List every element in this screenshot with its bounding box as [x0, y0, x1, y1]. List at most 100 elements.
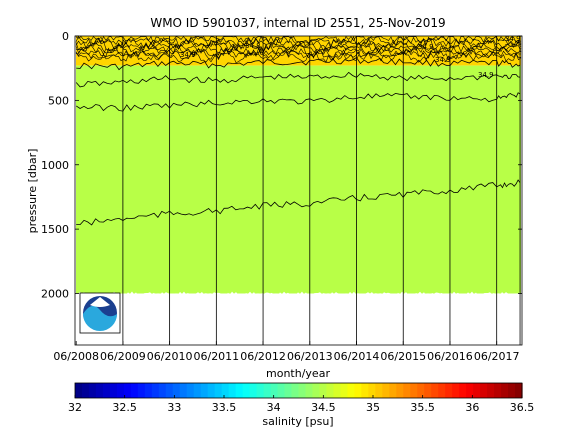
colorbar-swatch: [186, 383, 195, 398]
surface-contour: [75, 37, 522, 50]
x-tick-label: 06/2012: [240, 350, 286, 363]
colorbar-swatch: [75, 383, 83, 398]
colorbar-swatch: [340, 383, 348, 398]
colorbar-swatch: [151, 383, 160, 398]
x-tick-label: 06/2008: [53, 350, 99, 363]
colorbar-swatch: [473, 383, 481, 398]
y-axis-ticks: 0 500 1000 1500 2000: [41, 30, 522, 301]
colorbar-swatch: [249, 383, 258, 398]
colorbar-swatch: [221, 383, 230, 398]
salinity-region: [76, 65, 521, 294]
colorbar-tick-label: 36: [465, 401, 479, 414]
colorbar-swatch: [403, 383, 411, 398]
x-tick-label: 06/2010: [147, 350, 193, 363]
x-tick-label: 06/2013: [287, 350, 333, 363]
colorbar-swatch: [277, 383, 286, 398]
colorbar-swatch: [417, 383, 425, 398]
profile-bottom-edge: [76, 291, 521, 298]
colorbar-swatch: [284, 383, 293, 398]
colorbar-swatch: [466, 383, 474, 398]
colorbar-swatch: [347, 383, 355, 398]
colorbar-swatch: [445, 383, 453, 398]
chart-title: WMO ID 5901037, internal ID 2551, 25-Nov…: [150, 16, 445, 30]
colorbar-swatch: [179, 383, 188, 398]
colorbar-tick-label: 35.5: [410, 401, 435, 414]
colorbar-swatch: [501, 383, 509, 398]
colorbar-label: salinity [psu]: [262, 415, 333, 428]
contour-label: 34.9: [478, 71, 494, 79]
colorbar-tick-label: 36.5: [510, 401, 535, 414]
colorbar-swatch: [480, 383, 488, 398]
colorbar-swatch: [88, 383, 97, 398]
contour-label: 34.9: [505, 35, 521, 43]
colorbar-swatch: [333, 383, 341, 398]
colorbar-swatch: [494, 383, 502, 398]
colorbar-swatch: [424, 383, 432, 398]
colorbar-swatch: [193, 383, 202, 398]
colorbar-swatch: [312, 383, 321, 398]
colorbar-swatch: [81, 383, 90, 398]
y-tick-label: 2000: [41, 288, 69, 301]
colorbar-swatch: [270, 383, 279, 398]
axes-frame: [74, 35, 523, 346]
colorbar-swatch: [228, 383, 237, 398]
x-tick-label: 06/2014: [334, 350, 380, 363]
colorbar-swatch: [410, 383, 418, 398]
colorbar-swatch: [368, 383, 376, 398]
colorbar-swatch: [207, 383, 216, 398]
logo-bird: [90, 297, 110, 307]
colorbar-swatch: [319, 383, 328, 398]
colorbar-swatch: [431, 383, 439, 398]
colorbar-swatch: [200, 383, 209, 398]
colorbar-tick-label: 33.5: [212, 401, 237, 414]
colorbar-swatch: [256, 383, 265, 398]
colorbar-swatch: [130, 383, 139, 398]
x-tick-label: 06/2011: [193, 350, 239, 363]
contour-label: 34.9: [435, 56, 451, 64]
colorbar: 32 32.5 33 33.5 34 34.5 35 35.5 36 36.5: [68, 382, 535, 414]
x-axis-ticks: 06/2008 06/2009 06/2010 06/2011 06/2012 06/20…: [53, 341, 520, 363]
surface-contour: [75, 48, 522, 61]
colorbar-swatch: [116, 383, 125, 398]
colorbar-swatch: [109, 383, 118, 398]
colorbar-swatch: [305, 383, 314, 398]
contour-label: 34.9: [418, 43, 434, 51]
y-tick-label: 0: [62, 30, 69, 43]
y-tick-label: 1000: [41, 159, 69, 172]
contour-label: 34.8: [245, 42, 261, 50]
colorbar-swatch: [515, 383, 523, 398]
x-tick-label: 06/2015: [380, 350, 426, 363]
colorbar-swatch: [172, 383, 181, 398]
colorbar-swatch: [158, 383, 167, 398]
colorbar-tick-label: 34: [267, 401, 281, 414]
colorbar-swatch: [438, 383, 446, 398]
y-tick-label: 500: [48, 94, 69, 107]
colorbar-swatch: [508, 383, 516, 398]
surface-contour: [75, 46, 521, 59]
colorbar-swatch: [291, 383, 300, 398]
y-axis-label: pressure [dbar]: [26, 149, 39, 234]
surface-contour: [75, 50, 522, 63]
colorbar-tick-label: 32.5: [112, 401, 137, 414]
colorbar-swatch: [123, 383, 132, 398]
x-axis-label: month/year: [266, 367, 330, 380]
colorbar-swatch: [396, 383, 404, 398]
x-tick-label: 06/2009: [100, 350, 146, 363]
colorbar-swatch: [298, 383, 307, 398]
colorbar-swatch: [452, 383, 460, 398]
noaa-logo: [79, 292, 121, 334]
colorbar-swatch: [361, 383, 369, 398]
x-tick-label: 06/2016: [427, 350, 473, 363]
colorbar-swatch: [144, 383, 153, 398]
colorbar-swatch: [459, 383, 467, 398]
colorbar-swatch: [214, 383, 223, 398]
x-tick-label: 06/2017: [474, 350, 520, 363]
surface-contour: [75, 44, 522, 57]
colorbar-swatch: [95, 383, 104, 398]
colorbar-swatch: [165, 383, 174, 398]
colorbar-tick-label: 34.5: [311, 401, 336, 414]
colorbar-swatch: [382, 383, 390, 398]
colorbar-tick-label: 33: [167, 401, 181, 414]
colorbar-swatch: [389, 383, 397, 398]
